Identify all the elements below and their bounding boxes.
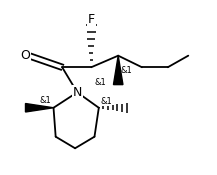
Text: O: O bbox=[21, 49, 30, 62]
Text: &1: &1 bbox=[40, 96, 51, 105]
Text: &1: &1 bbox=[94, 78, 106, 87]
Text: N: N bbox=[72, 86, 82, 99]
Text: &1: &1 bbox=[101, 97, 113, 106]
Polygon shape bbox=[113, 56, 123, 85]
Text: F: F bbox=[88, 13, 95, 26]
Polygon shape bbox=[25, 103, 54, 112]
Text: &1: &1 bbox=[120, 66, 132, 75]
